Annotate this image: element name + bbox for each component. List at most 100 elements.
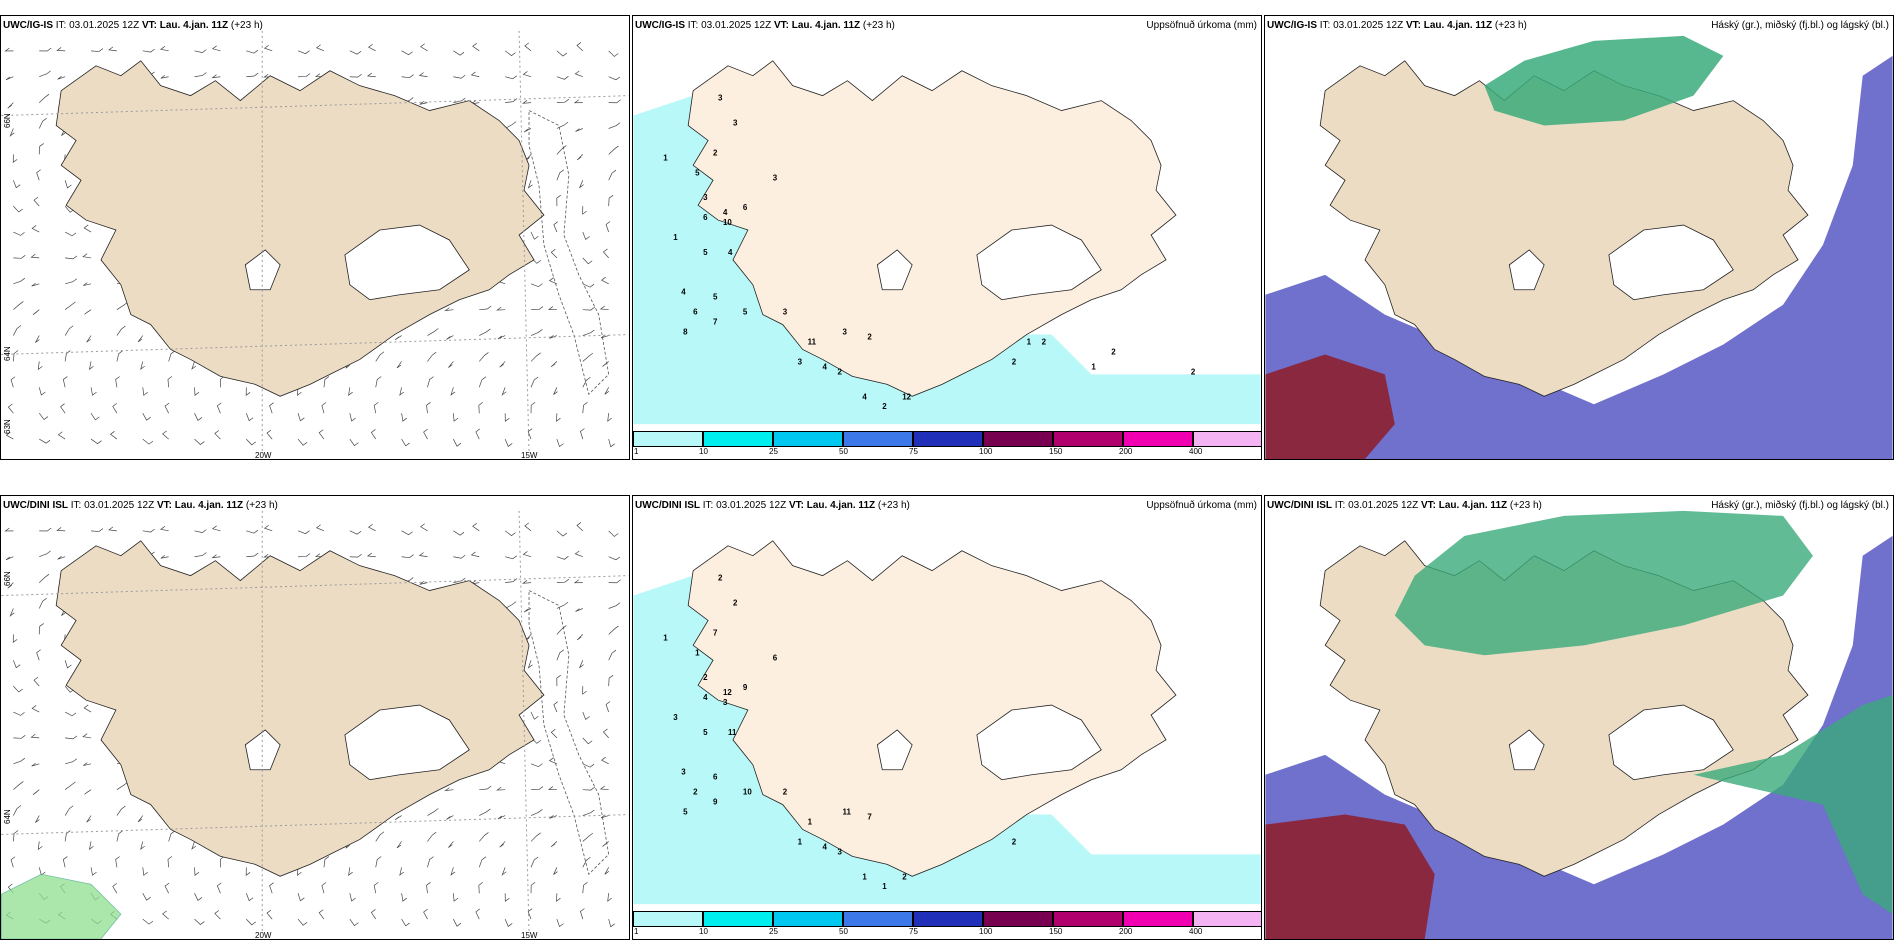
wind-barb (115, 856, 120, 868)
lead-time: (+23 h) (1509, 500, 1542, 511)
panel-header: UWC/DINI ISL IT: 03.01.2025 12Z VT: Lau.… (635, 500, 910, 511)
wind-barb (246, 552, 259, 558)
wind-barb (86, 815, 92, 823)
wind-barb (399, 867, 405, 876)
wind-barb (418, 72, 428, 78)
wind-barb (420, 43, 428, 52)
wind-barb (108, 46, 117, 52)
panel-title: Uppsöfnuð úrkoma (mm) (1146, 20, 1257, 31)
wind-barb (497, 335, 506, 340)
precip-colorbar: 1 10 25 50 75 100 150 200 400 (633, 429, 1261, 459)
wind-barb (478, 376, 487, 388)
wind-barb (370, 909, 377, 920)
wind-barb (88, 361, 94, 371)
wind-barb (140, 841, 145, 851)
it-label: IT: (702, 500, 714, 511)
panel-precip-bottom: 1 2 2 7 1 2 12 9 4 3 6 3 5 11 3 6 2 9 5 10 2 1 4 1 3 11 7 2 1 1 2 UWC/… (632, 495, 1262, 940)
wind-barb (472, 43, 480, 52)
valid-time: Lau. 4.jan. 11Z (1438, 500, 1508, 511)
panel-title: Háský (gr.), miðský (fj.bl.) og lágský (… (1711, 20, 1889, 31)
wind-barb (576, 154, 584, 161)
precip-value: 2 (1191, 367, 1196, 376)
colorbar-swatch (773, 911, 843, 927)
precip-value: 3 (723, 698, 728, 707)
wind-barb (530, 352, 541, 362)
wind-barb (505, 555, 518, 560)
wind-barb (38, 867, 46, 876)
wind-barb (115, 376, 120, 388)
model-name: UWC/DINI ISL (3, 500, 68, 511)
wind-barb (137, 335, 144, 343)
wind-barb (501, 387, 507, 396)
wind-barb (608, 674, 614, 687)
wind-barb (219, 856, 225, 868)
wind-barb (323, 856, 330, 868)
wind-barb (13, 660, 21, 669)
glacier-langjokull (1508, 249, 1545, 291)
colorbar-swatch (1123, 911, 1193, 927)
it-label: IT: (70, 500, 82, 511)
model-name: UWC/IG-IS (1267, 20, 1317, 31)
wind-barb (13, 180, 21, 189)
wind-barb (297, 438, 308, 446)
wind-barb (608, 579, 621, 584)
wind-barb (57, 76, 66, 80)
wind-barb (142, 918, 154, 925)
wind-barb (245, 413, 254, 422)
wind-barb (142, 413, 151, 421)
tick-66n: 66N (3, 113, 12, 128)
wind-barb (82, 733, 92, 739)
precip-colorbar: 1 10 25 50 75 100 150 200 400 (633, 909, 1261, 939)
wind-barb (419, 581, 428, 585)
precip-value: 11 (842, 808, 851, 817)
wind-barb (556, 674, 561, 687)
panel-header: UWC/DINI ISL IT: 03.01.2025 12Z VT: Lau.… (1267, 500, 1542, 511)
colorbar-tick: 400 (1189, 447, 1203, 456)
wind-barb (194, 918, 205, 925)
high-cloud-area (1394, 510, 1813, 656)
wind-barb (83, 224, 92, 233)
wind-barb (38, 623, 44, 635)
wind-barb (116, 782, 128, 790)
tick-64n: 64N (3, 809, 12, 824)
wind-barb (162, 430, 169, 440)
wind-barb (453, 438, 462, 447)
precip-value: 2 (783, 788, 788, 797)
wind-barb (427, 856, 434, 868)
wind-barb (64, 711, 77, 717)
wind-barb (263, 44, 273, 52)
wind-barb (297, 530, 310, 535)
wind-barb (60, 403, 66, 414)
wind-barb (401, 554, 414, 559)
wind-barb (556, 121, 569, 129)
precip-value: 1 (808, 818, 813, 827)
precip-value: 5 (695, 168, 700, 177)
wind-barb (527, 180, 533, 189)
wind-barb (556, 918, 564, 928)
precip-value: 6 (713, 773, 718, 782)
wind-barb (521, 100, 532, 104)
wind-barb (599, 785, 609, 791)
precip-value: 6 (743, 203, 748, 212)
precip-value: 4 (703, 693, 708, 702)
wind-barb (39, 47, 52, 52)
wind-barb (36, 169, 41, 181)
precip-value: 2 (733, 599, 738, 608)
colorbar-swatch (633, 431, 703, 447)
wind-barb (296, 387, 302, 397)
wind-barb (582, 809, 595, 816)
wind-barb (394, 815, 402, 821)
wind-barb (31, 282, 40, 287)
panel-cloud-top: UWC/IG-IS IT: 03.01.2025 12Z VT: Lau. 4.… (1264, 15, 1894, 460)
wind-barb (600, 276, 609, 285)
wind-barb (64, 660, 72, 669)
wind-barb (479, 808, 491, 816)
wind-barb (478, 881, 484, 894)
wind-barb (31, 225, 40, 233)
wind-barb (13, 277, 26, 285)
it-label: IT: (1319, 20, 1331, 31)
wind-barb (479, 305, 492, 311)
wind-barb (576, 522, 584, 532)
wind-barb (470, 71, 480, 78)
